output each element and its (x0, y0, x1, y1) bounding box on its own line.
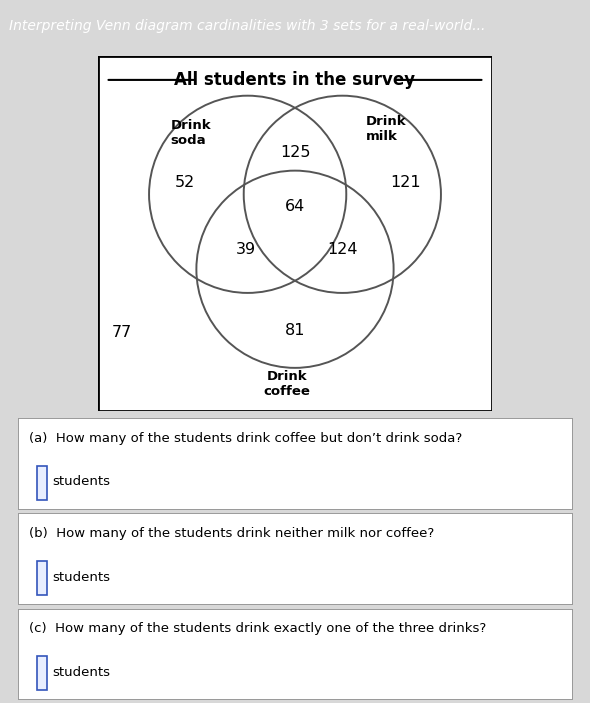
Text: Drink
coffee: Drink coffee (264, 370, 310, 398)
Text: Interpreting Venn diagram cardinalities with 3 sets for a real-world...: Interpreting Venn diagram cardinalities … (9, 18, 485, 32)
Text: 124: 124 (327, 242, 358, 257)
Text: 52: 52 (175, 175, 195, 190)
Text: (a)  How many of the students drink coffee but don’t drink soda?: (a) How many of the students drink coffe… (29, 432, 462, 445)
FancyBboxPatch shape (37, 561, 47, 595)
FancyBboxPatch shape (37, 656, 47, 690)
Text: 39: 39 (235, 242, 255, 257)
FancyBboxPatch shape (37, 465, 47, 500)
Text: students: students (52, 666, 110, 678)
Text: students: students (52, 571, 110, 583)
Text: Drink
milk: Drink milk (366, 115, 407, 143)
Text: (c)  How many of the students drink exactly one of the three drinks?: (c) How many of the students drink exact… (29, 622, 486, 635)
Text: students: students (52, 475, 110, 489)
Text: 121: 121 (390, 175, 421, 190)
Text: 77: 77 (112, 325, 132, 340)
Text: 125: 125 (280, 146, 310, 160)
Text: 81: 81 (285, 323, 305, 338)
Text: (b)  How many of the students drink neither milk nor coffee?: (b) How many of the students drink neith… (29, 527, 434, 540)
FancyBboxPatch shape (98, 56, 492, 411)
Text: All students in the survey: All students in the survey (175, 71, 415, 89)
Text: Drink
soda: Drink soda (171, 120, 211, 148)
Text: 64: 64 (285, 199, 305, 214)
